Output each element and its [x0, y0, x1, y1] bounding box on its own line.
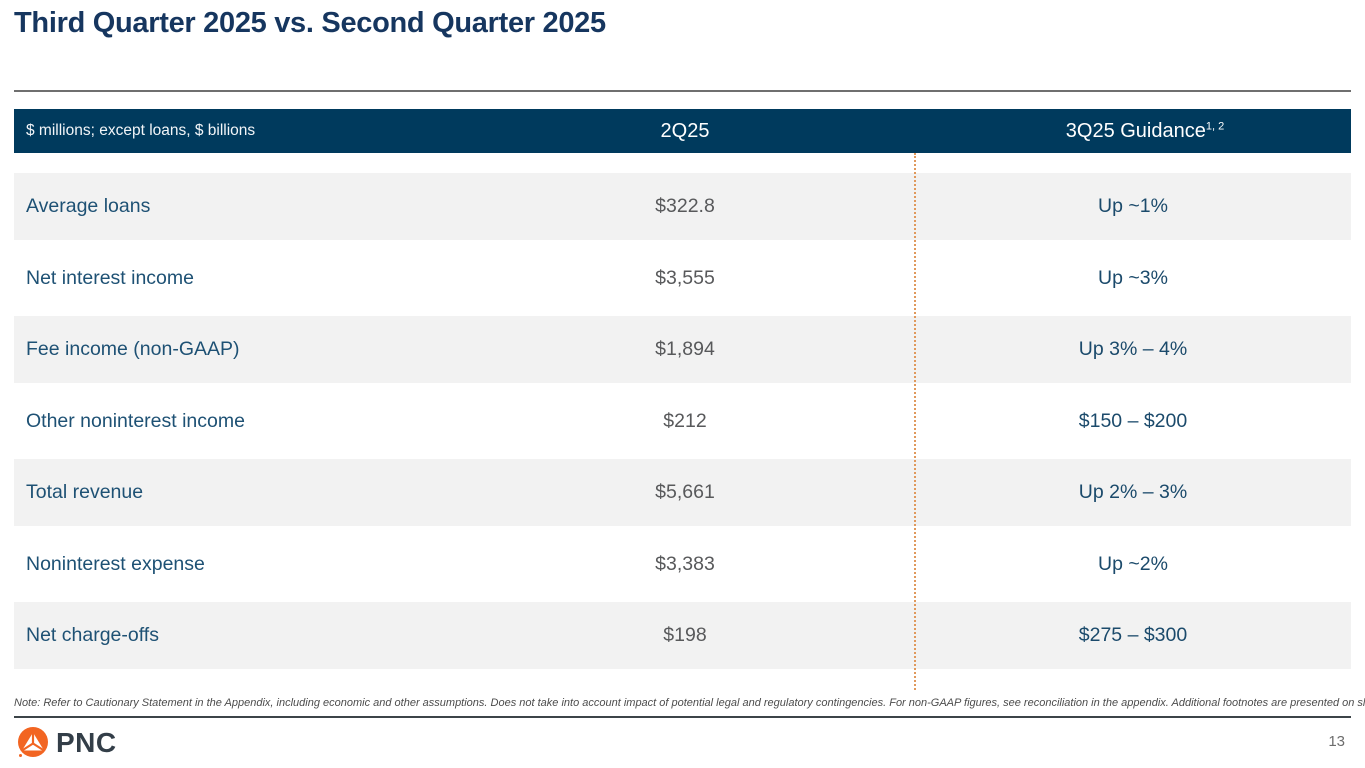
table-row: Fee income (non-GAAP) $1,894 Up 3% – 4% [14, 316, 1351, 383]
row-label: Fee income (non-GAAP) [26, 338, 240, 360]
table-row: Average loans $322.8 Up ~1% [14, 173, 1351, 240]
column-header-2q25: 2Q25 [660, 119, 710, 142]
guidance-header-text: 3Q25 Guidance [1065, 119, 1206, 142]
guidance-value: Up ~2% [1098, 552, 1168, 575]
table-row: Net charge-offs $198 $275 – $300 [14, 602, 1351, 669]
dotted-column-divider [914, 153, 916, 690]
q2-value: $198 [663, 624, 707, 646]
row-label: Net interest income [26, 266, 194, 289]
pnc-wordmark: PNC [56, 727, 117, 758]
row-label: Average loans [26, 195, 151, 217]
units-note: $ millions; except loans, $ billions [26, 122, 256, 139]
guidance-value: Up 3% – 4% [1078, 338, 1188, 360]
guidance-value: $150 – $200 [1078, 409, 1188, 432]
footer-separator-line [14, 716, 1351, 718]
pnc-logo-icon [18, 727, 48, 757]
q2-value: $322.8 [655, 195, 715, 217]
page-title: Third Quarter 2025 vs. Second Quarter 20… [14, 7, 606, 39]
column-header-3q25-guidance: 3Q25 Guidance1, 2 [915, 120, 1351, 143]
guidance-value: Up ~3% [1098, 266, 1168, 289]
table-row: Total revenue $5,661 Up 2% – 3% [14, 459, 1351, 526]
q2-value: $3,555 [655, 266, 715, 289]
row-label: Net charge-offs [26, 624, 159, 646]
title-separator-line [14, 90, 1351, 92]
page-number: 13 [1328, 733, 1345, 750]
footnote-text: Note: Refer to Cautionary Statement in t… [14, 697, 1365, 709]
footnote-superscript: 1, 2 [1205, 119, 1225, 132]
table-row: Net interest income $3,555 Up ~3% [14, 244, 1351, 312]
guidance-value: Up ~1% [1098, 195, 1168, 217]
guidance-value: Up 2% – 3% [1078, 481, 1188, 503]
guidance-value: $275 – $300 [1078, 624, 1188, 646]
q2-value: $212 [663, 409, 707, 432]
q2-value: $3,383 [655, 552, 715, 575]
pnc-logo: PNC [16, 726, 117, 760]
table-row: Noninterest expense $3,383 Up ~2% [14, 530, 1351, 598]
row-label: Other noninterest income [26, 409, 245, 432]
row-label: Total revenue [26, 481, 144, 503]
table-row: Other noninterest income $212 $150 – $20… [14, 387, 1351, 455]
q2-value: $1,894 [655, 338, 715, 360]
table-header-row: $ millions; except loans, $ billions 2Q2… [14, 109, 1351, 153]
table-body: Average loans $322.8 Up ~1% Net interest… [14, 173, 1351, 674]
q2-value: $5,661 [655, 481, 715, 503]
row-label: Noninterest expense [26, 552, 205, 575]
